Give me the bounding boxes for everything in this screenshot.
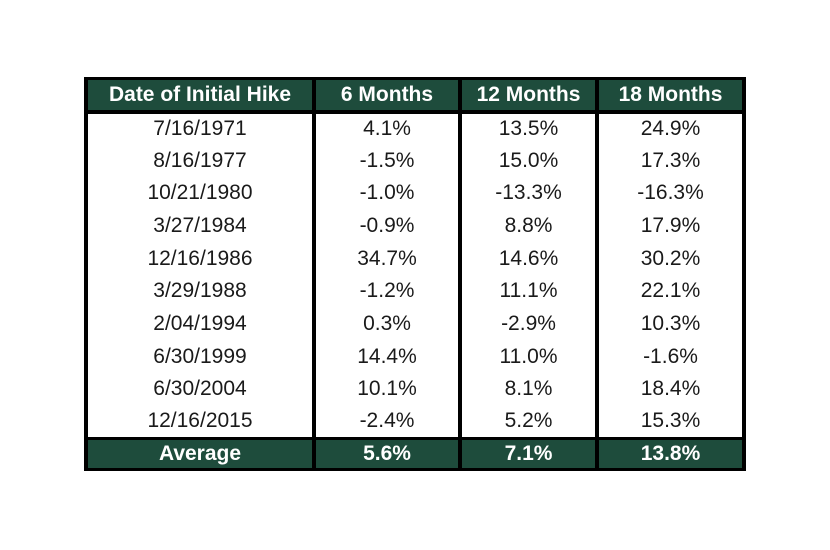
table-cell: 11.0% bbox=[458, 340, 599, 373]
table-row: 3/29/1988 -1.2% 11.1% 22.1% bbox=[84, 274, 746, 308]
table-cell: -2.4% bbox=[312, 405, 462, 439]
table-footer: Average 5.6% 7.1% 13.8% bbox=[84, 436, 746, 471]
table-row: 6/30/1999 14.4% 11.0% -1.6% bbox=[84, 340, 746, 373]
table-row: 3/27/1984 -0.9% 8.8% 17.9% bbox=[84, 209, 746, 243]
table-cell: 13.5% bbox=[458, 111, 599, 145]
table-row: 2/04/1994 0.3% -2.9% 10.3% bbox=[84, 307, 746, 341]
table-cell: 12/16/2015 bbox=[84, 405, 316, 439]
rate-hike-returns-table: Date of Initial Hike 6 Months 12 Months … bbox=[84, 77, 746, 471]
average-18-months: 13.8% bbox=[595, 436, 746, 471]
column-header-6-months: 6 Months bbox=[312, 77, 462, 114]
table-body: 7/16/1971 4.1% 13.5% 24.9% 8/16/1977 -1.5% 15.… bbox=[84, 111, 746, 439]
table-cell: 17.3% bbox=[595, 144, 746, 177]
table-cell: 11.1% bbox=[458, 274, 599, 308]
average-label: Average bbox=[84, 436, 316, 471]
table-cell: 10/21/1980 bbox=[84, 176, 316, 210]
table-cell: 10.3% bbox=[595, 307, 746, 341]
table-cell: 15.0% bbox=[458, 144, 599, 177]
table-cell: 30.2% bbox=[595, 242, 746, 275]
table-row: 12/16/1986 34.7% 14.6% 30.2% bbox=[84, 242, 746, 275]
average-6-months: 5.6% bbox=[312, 436, 462, 471]
table-cell: 14.4% bbox=[312, 340, 462, 373]
header-row: Date of Initial Hike 6 Months 12 Months … bbox=[84, 77, 746, 114]
table-cell: 7/16/1971 bbox=[84, 111, 316, 145]
table-cell: 3/29/1988 bbox=[84, 274, 316, 308]
table-cell: -1.5% bbox=[312, 144, 462, 177]
table-cell: 0.3% bbox=[312, 307, 462, 341]
column-header-18-months: 18 Months bbox=[595, 77, 746, 114]
average-12-months: 7.1% bbox=[458, 436, 599, 471]
table-header: Date of Initial Hike 6 Months 12 Months … bbox=[84, 77, 746, 114]
table-cell: -13.3% bbox=[458, 176, 599, 210]
table-cell: 8/16/1977 bbox=[84, 144, 316, 177]
table-cell: 2/04/1994 bbox=[84, 307, 316, 341]
table-row: 8/16/1977 -1.5% 15.0% 17.3% bbox=[84, 144, 746, 177]
table-cell: -2.9% bbox=[458, 307, 599, 341]
table-cell: 5.2% bbox=[458, 405, 599, 439]
table-cell: 15.3% bbox=[595, 405, 746, 439]
table-cell: 4.1% bbox=[312, 111, 462, 145]
table-cell: 3/27/1984 bbox=[84, 209, 316, 243]
table-row: 6/30/2004 10.1% 8.1% 18.4% bbox=[84, 373, 746, 406]
table-row: 12/16/2015 -2.4% 5.2% 15.3% bbox=[84, 405, 746, 439]
table-cell: 8.1% bbox=[458, 373, 599, 406]
table-cell: 18.4% bbox=[595, 373, 746, 406]
table-cell: 14.6% bbox=[458, 242, 599, 275]
table-cell: 17.9% bbox=[595, 209, 746, 243]
table-cell: -0.9% bbox=[312, 209, 462, 243]
column-header-date-of-initial-hike: Date of Initial Hike bbox=[84, 77, 316, 114]
table-cell: 22.1% bbox=[595, 274, 746, 308]
table-cell: 24.9% bbox=[595, 111, 746, 145]
table-cell: -16.3% bbox=[595, 176, 746, 210]
table-cell: 10.1% bbox=[312, 373, 462, 406]
table-cell: -1.6% bbox=[595, 340, 746, 373]
table-row: 7/16/1971 4.1% 13.5% 24.9% bbox=[84, 111, 746, 145]
average-row: Average 5.6% 7.1% 13.8% bbox=[84, 436, 746, 471]
table-cell: -1.0% bbox=[312, 176, 462, 210]
table-cell: 34.7% bbox=[312, 242, 462, 275]
table-cell: 6/30/1999 bbox=[84, 340, 316, 373]
table-cell: 12/16/1986 bbox=[84, 242, 316, 275]
table-cell: 6/30/2004 bbox=[84, 373, 316, 406]
table-row: 10/21/1980 -1.0% -13.3% -16.3% bbox=[84, 176, 746, 210]
column-header-12-months: 12 Months bbox=[458, 77, 599, 114]
table-cell: 8.8% bbox=[458, 209, 599, 243]
table-cell: -1.2% bbox=[312, 274, 462, 308]
